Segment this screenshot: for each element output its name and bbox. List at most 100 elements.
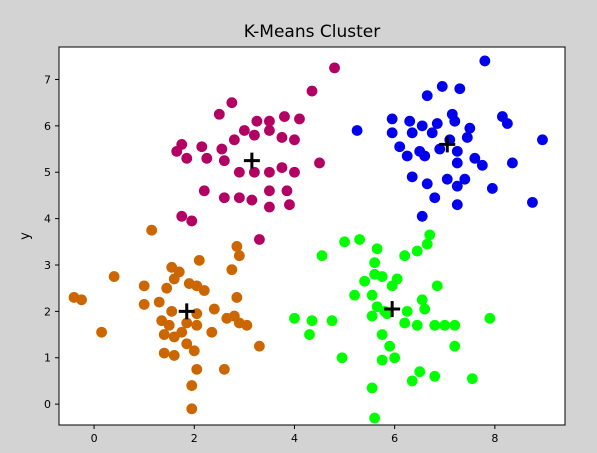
cluster-4-point xyxy=(289,312,300,324)
cluster-2-point xyxy=(449,115,461,127)
cluster-1-point xyxy=(181,152,193,164)
cluster-3-point xyxy=(231,292,243,303)
cluster-3-point xyxy=(231,241,243,252)
cluster-3-point xyxy=(158,329,170,340)
cluster-1-point xyxy=(233,192,245,204)
cluster-1-point xyxy=(196,141,208,153)
cluster-4-point xyxy=(419,303,431,315)
centroid-marker xyxy=(439,136,456,153)
cluster-1-point xyxy=(186,215,198,227)
cluster-3-point xyxy=(241,319,253,331)
cluster-4-point xyxy=(369,412,381,424)
cluster-3-point xyxy=(193,254,205,266)
cluster-2-point xyxy=(451,145,463,157)
cluster-1-point xyxy=(246,194,258,206)
y-tick-label: 4 xyxy=(44,213,51,226)
cluster-1-point xyxy=(253,234,265,245)
cluster-3-point xyxy=(191,319,203,331)
cluster-3-point xyxy=(191,363,203,375)
cluster-4-point xyxy=(484,312,496,324)
cluster-4-point xyxy=(449,319,461,331)
cluster-4-point xyxy=(449,340,461,352)
cluster-4-point xyxy=(349,289,360,301)
cluster-4-point xyxy=(381,308,393,320)
cluster-2-point xyxy=(394,141,406,153)
cluster-2-point xyxy=(386,127,398,139)
cluster-3-point xyxy=(198,285,210,296)
cluster-3-point xyxy=(233,250,245,262)
cluster-2-point xyxy=(421,90,433,102)
cluster-1-point xyxy=(264,125,275,136)
y-axis-label: y xyxy=(18,232,33,240)
cluster-3-point xyxy=(168,350,180,361)
cluster-1-point xyxy=(284,199,295,211)
cluster-1-point xyxy=(289,166,300,178)
cluster-3-point xyxy=(188,345,200,357)
cluster-2-point xyxy=(426,127,438,139)
cluster-1-point xyxy=(238,125,250,136)
cluster-3-point xyxy=(146,224,158,236)
cluster-4-point xyxy=(431,280,443,292)
cluster-4-point xyxy=(391,273,403,285)
cluster-4-point xyxy=(369,257,381,269)
centroid-marker xyxy=(243,152,260,169)
cluster-3-point xyxy=(166,305,178,317)
cluster-2-point xyxy=(441,173,453,185)
cluster-4-point xyxy=(429,370,441,382)
cluster-4-point xyxy=(414,366,426,378)
scatter-points xyxy=(68,55,548,424)
cluster-3-point xyxy=(226,264,238,276)
y-tick-label: 2 xyxy=(44,305,51,318)
cluster-3-point xyxy=(186,380,198,391)
cluster-3-point xyxy=(208,303,220,315)
cluster-4-point xyxy=(399,250,411,262)
cluster-2-point xyxy=(434,143,446,155)
cluster-3-point xyxy=(138,280,150,292)
cluster-2-point xyxy=(451,180,463,192)
y-tick-label: 0 xyxy=(44,398,51,411)
cluster-2-point xyxy=(429,192,441,204)
cluster-3-point xyxy=(163,319,175,331)
x-tick-label: 6 xyxy=(391,432,398,445)
cluster-2-point xyxy=(527,196,538,208)
cluster-3-point xyxy=(158,347,170,359)
x-tick-label: 2 xyxy=(191,432,198,445)
cluster-3-point xyxy=(138,299,150,310)
cluster-2-point xyxy=(501,118,513,129)
cluster-2-point xyxy=(459,173,471,185)
y-axis: 0 1 2 3 4 5 6 7 xyxy=(44,73,59,411)
cluster-4-point xyxy=(339,236,350,248)
plot-area xyxy=(59,47,565,425)
cluster-4-point xyxy=(316,250,328,262)
cluster-2-point xyxy=(404,115,416,127)
cluster-2-point xyxy=(401,150,413,162)
cluster-4-point xyxy=(429,319,441,331)
cluster-4-point xyxy=(354,234,365,245)
cluster-1-point xyxy=(264,201,275,213)
cluster-3-point xyxy=(186,403,198,415)
cluster-4-point xyxy=(326,315,338,327)
cluster-1-point xyxy=(213,108,225,120)
x-axis: 0 2 4 6 8 xyxy=(91,425,498,445)
cluster-4-point xyxy=(411,319,423,331)
cluster-1-point xyxy=(276,162,288,173)
y-tick-label: 1 xyxy=(44,352,51,365)
cluster-2-point xyxy=(436,81,448,92)
y-tick-label: 5 xyxy=(44,166,51,179)
cluster-1-point xyxy=(289,134,300,146)
cluster-1-point xyxy=(306,85,318,97)
cluster-3-point xyxy=(96,326,107,338)
cluster-2-point xyxy=(506,157,518,169)
cluster-4-point xyxy=(424,229,436,241)
cluster-2-point xyxy=(431,118,443,129)
centroid-markers xyxy=(178,136,456,320)
cluster-2-point xyxy=(406,127,418,139)
cluster-1-point xyxy=(228,134,240,146)
cluster-1-point xyxy=(314,157,325,169)
cluster-2-point xyxy=(476,159,488,171)
cluster-1-point xyxy=(198,185,210,197)
cluster-3-point xyxy=(181,338,193,350)
cluster-2-point xyxy=(486,183,498,194)
cluster-4-point xyxy=(439,319,451,331)
